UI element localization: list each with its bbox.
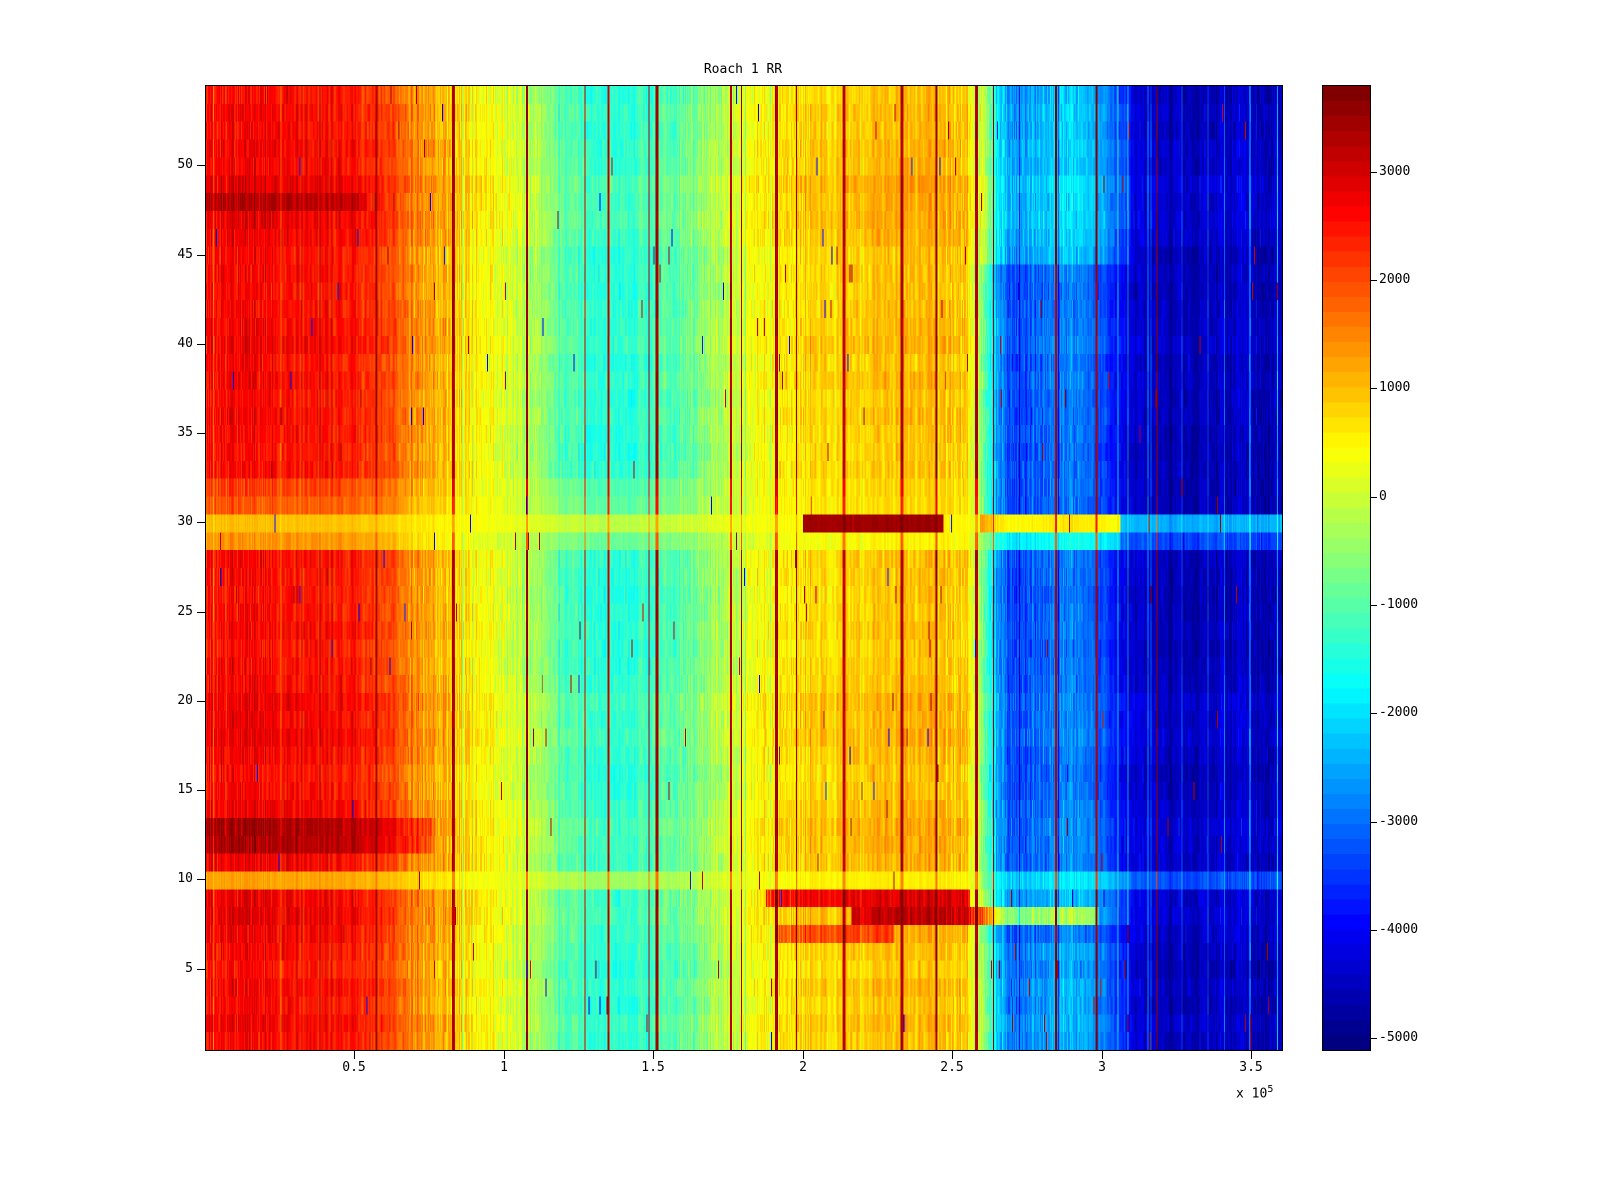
y-axis-tick-label: 25 — [177, 604, 193, 619]
x-exponent-power: 5 — [1267, 1084, 1274, 1095]
y-axis-tick-label: 50 — [177, 157, 193, 172]
x-axis-tick-label: 2 — [799, 1060, 807, 1075]
colorbar-tick-mark — [1371, 388, 1377, 389]
colorbar-tick-label: -2000 — [1379, 705, 1419, 720]
y-axis-tick-label: 45 — [177, 247, 193, 262]
y-axis-tick-label: 5 — [185, 961, 193, 976]
y-axis-tick-label: 30 — [177, 514, 193, 529]
colorbar-tick-label: 1000 — [1379, 380, 1411, 395]
x-axis-tick-mark — [354, 1051, 355, 1059]
x-axis-exponent-label: x 105 — [1236, 1084, 1273, 1101]
colorbar-tick-mark — [1371, 713, 1377, 714]
colorbar-tick-mark — [1371, 497, 1377, 498]
colorbar-tick-mark — [1371, 280, 1377, 281]
x-exponent-base: x 10 — [1236, 1086, 1268, 1102]
x-axis-tick-label: 1 — [500, 1060, 508, 1075]
plot-title: Roach 1 RR — [703, 62, 783, 77]
colorbar-tick-label: -4000 — [1379, 922, 1419, 937]
x-axis-tick-mark — [504, 1051, 505, 1059]
colorbar-canvas — [1323, 86, 1370, 1050]
x-axis-tick-mark — [653, 1051, 654, 1059]
y-axis-tick-mark — [197, 433, 205, 434]
colorbar-tick-label: -1000 — [1379, 597, 1419, 612]
y-axis-tick-mark — [197, 165, 205, 166]
colorbar-tick-mark — [1371, 172, 1377, 173]
colorbar-tick-label: 0 — [1379, 489, 1387, 504]
y-axis-tick-label: 20 — [177, 693, 193, 708]
y-axis-tick-mark — [197, 969, 205, 970]
x-axis-tick-label: 2.5 — [940, 1060, 964, 1075]
colorbar-tick-label: 2000 — [1379, 272, 1411, 287]
colorbar-tick-label: -3000 — [1379, 814, 1419, 829]
y-axis-tick-label: 10 — [177, 871, 193, 886]
x-axis-tick-label: 1.5 — [641, 1060, 665, 1075]
y-axis-tick-mark — [197, 344, 205, 345]
y-axis-tick-mark — [197, 879, 205, 880]
x-axis-tick-mark — [952, 1051, 953, 1059]
y-axis-tick-mark — [197, 255, 205, 256]
y-axis-tick-mark — [197, 612, 205, 613]
y-axis-tick-mark — [197, 701, 205, 702]
colorbar-tick-mark — [1371, 1038, 1377, 1039]
heatmap-canvas — [206, 86, 1282, 1050]
colorbar-tick-label: -5000 — [1379, 1030, 1419, 1045]
colorbar-tick-mark — [1371, 930, 1377, 931]
x-axis-tick-label: 3.5 — [1239, 1060, 1263, 1075]
colorbar-tick-mark — [1371, 605, 1377, 606]
colorbar — [1322, 85, 1371, 1051]
y-axis-tick-mark — [197, 790, 205, 791]
x-axis-tick-mark — [803, 1051, 804, 1059]
y-axis-tick-label: 15 — [177, 782, 193, 797]
y-axis-tick-label: 40 — [177, 336, 193, 351]
x-axis-tick-mark — [1102, 1051, 1103, 1059]
x-axis-tick-mark — [1251, 1051, 1252, 1059]
colorbar-tick-mark — [1371, 822, 1377, 823]
plot-area — [205, 85, 1283, 1051]
x-axis-tick-label: 0.5 — [342, 1060, 366, 1075]
x-axis-tick-label: 3 — [1098, 1060, 1106, 1075]
y-axis-tick-mark — [197, 522, 205, 523]
colorbar-tick-label: 3000 — [1379, 164, 1411, 179]
y-axis-tick-label: 35 — [177, 425, 193, 440]
